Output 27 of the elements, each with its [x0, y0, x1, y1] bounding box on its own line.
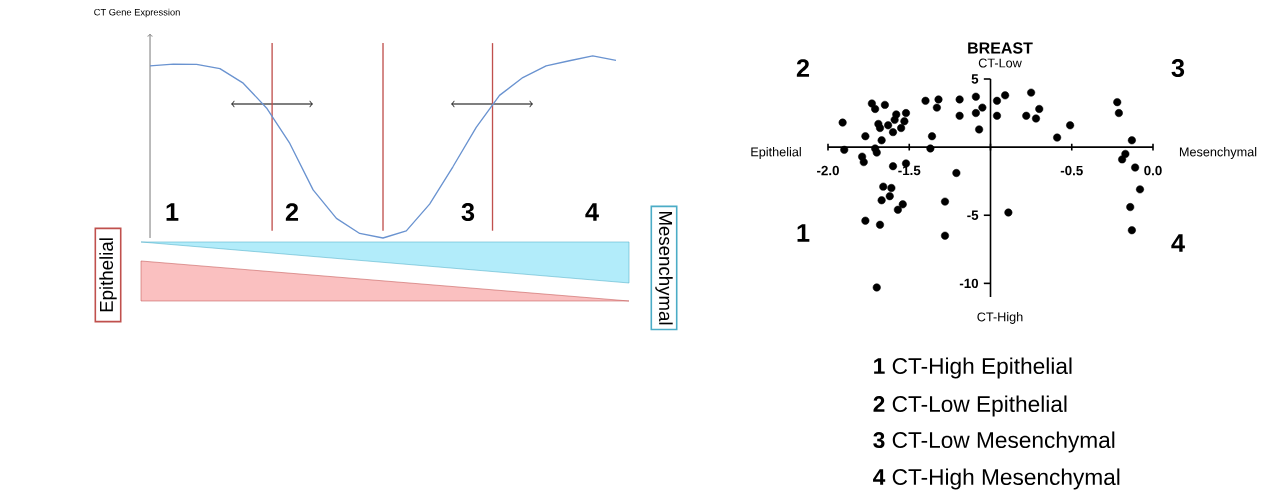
x-tick-label: 0.0 [1144, 165, 1162, 176]
text: Mesenchymal [1179, 147, 1257, 159]
chart-title: BREAST [968, 42, 1033, 54]
y-tick-label: -10 [959, 278, 979, 289]
x-tick-label: -0.5 [1060, 165, 1083, 176]
y-tick-label: 5 [971, 74, 979, 84]
annotation: 3 [461, 203, 475, 221]
text: 1 [797, 224, 810, 242]
annotation: 2 [285, 203, 299, 221]
text: 4 CT-High Mesenchymal [873, 468, 1120, 490]
x-tick-label: -2.0 [817, 165, 839, 176]
y-tick-label: -5 [967, 210, 979, 220]
text: CT-Low [978, 58, 1022, 68]
annotation: 4 [585, 203, 599, 221]
text: 2 CT-Low Epithelial [873, 395, 1067, 417]
text: 1 CT-High Epithelial [874, 357, 1072, 379]
text: Epithelial [751, 147, 801, 159]
text: Epithelial [99, 238, 117, 312]
text: 3 CT-Low Mesenchymal [873, 431, 1115, 453]
text: 3 [1171, 59, 1185, 77]
text: 2 [796, 59, 810, 77]
y-axis-title: CT Gene Expression [94, 8, 180, 18]
text: 4 [1171, 234, 1185, 252]
x-tick-label: -1.5 [898, 165, 921, 176]
text: CT-High [977, 312, 1023, 324]
annotation: 1 [166, 203, 179, 221]
text: Mesenchymal [655, 211, 673, 325]
